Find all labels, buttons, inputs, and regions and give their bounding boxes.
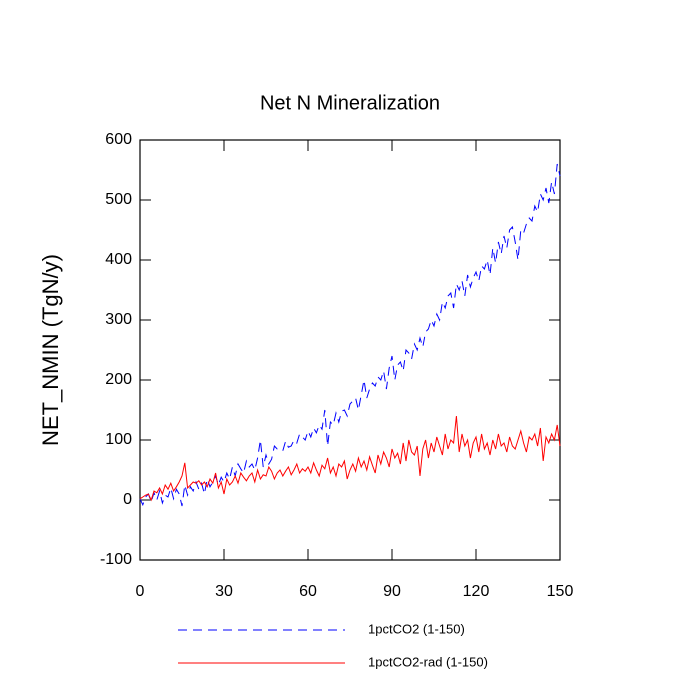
- plot-frame: [139, 139, 561, 561]
- legend-label: 1pctCO2-rad (1-150): [368, 654, 488, 669]
- x-tick-label: 120: [463, 583, 490, 600]
- x-tick-label: 0: [136, 583, 145, 600]
- series-line: [139, 415, 561, 502]
- x-tick-label: 30: [215, 583, 233, 600]
- y-tick-label: 300: [105, 311, 132, 328]
- x-tick-label: 60: [299, 583, 317, 600]
- legend-label: 1pctCO2 (1-150): [368, 621, 465, 636]
- x-tick-label: 150: [547, 583, 574, 600]
- series-line: [139, 163, 561, 507]
- y-tick-label: 100: [105, 431, 132, 448]
- y-tick-label: 400: [105, 251, 132, 268]
- y-tick-label: 600: [105, 131, 132, 148]
- y-tick-label: 200: [105, 371, 132, 388]
- y-axis-label: NET_NMIN (TgN/y): [38, 254, 63, 446]
- y-tick-label: 500: [105, 191, 132, 208]
- y-tick-label: -100: [100, 551, 132, 568]
- y-tick-label: 0: [123, 491, 132, 508]
- x-tick-label: 90: [383, 583, 401, 600]
- chart-title: Net N Mineralization: [260, 92, 440, 114]
